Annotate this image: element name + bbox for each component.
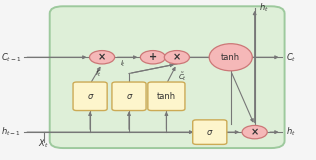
Circle shape xyxy=(242,125,267,139)
Text: $\tilde{C}_t$: $\tilde{C}_t$ xyxy=(178,70,187,83)
Text: $f_t$: $f_t$ xyxy=(94,69,101,79)
Text: ×: × xyxy=(251,127,259,137)
Text: $X_t$: $X_t$ xyxy=(39,137,49,150)
Text: $o_t$: $o_t$ xyxy=(206,139,214,148)
Text: $h_t$: $h_t$ xyxy=(286,126,296,138)
Circle shape xyxy=(89,51,115,64)
Text: $h_{t-1}$: $h_{t-1}$ xyxy=(1,126,21,138)
Text: +: + xyxy=(149,52,157,62)
FancyBboxPatch shape xyxy=(50,6,285,148)
Text: $h_t$: $h_t$ xyxy=(259,2,269,14)
Ellipse shape xyxy=(209,44,252,71)
Text: tanh: tanh xyxy=(157,92,176,101)
Text: $C_t$: $C_t$ xyxy=(286,51,296,64)
Text: ×: × xyxy=(173,52,181,62)
Circle shape xyxy=(164,51,189,64)
Circle shape xyxy=(140,51,166,64)
Text: ×: × xyxy=(98,52,106,62)
Text: σ: σ xyxy=(88,92,93,101)
FancyBboxPatch shape xyxy=(193,120,227,144)
Text: σ: σ xyxy=(126,92,132,101)
Text: $C_{t-1}$: $C_{t-1}$ xyxy=(1,51,21,64)
FancyBboxPatch shape xyxy=(148,82,185,111)
Text: σ: σ xyxy=(207,128,212,137)
FancyBboxPatch shape xyxy=(112,82,146,111)
Text: $i_t$: $i_t$ xyxy=(120,59,126,69)
FancyBboxPatch shape xyxy=(73,82,107,111)
Text: tanh: tanh xyxy=(221,53,240,62)
